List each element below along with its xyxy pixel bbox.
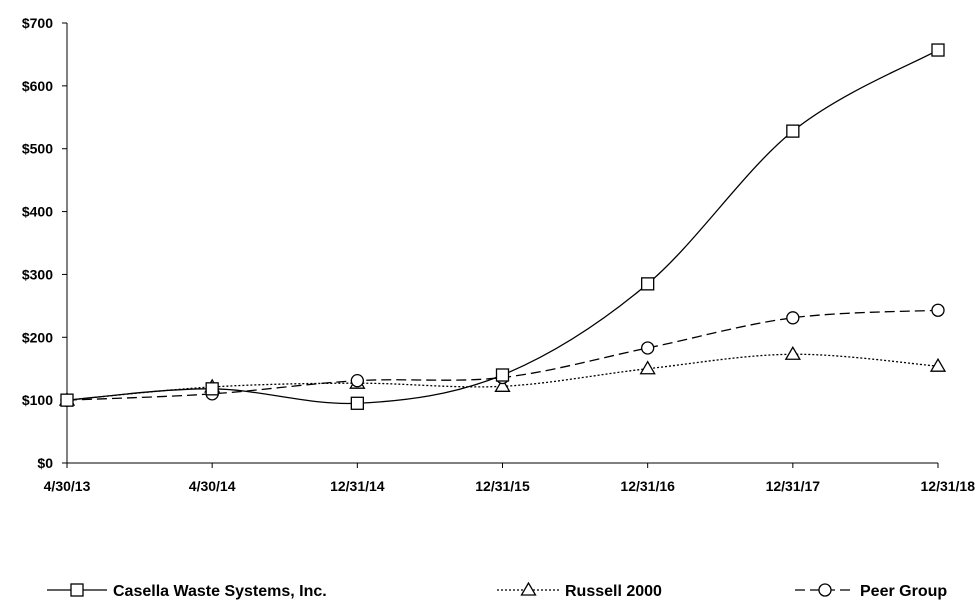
legend-marker-russell-2000 — [520, 581, 537, 596]
data-point-peer-group — [641, 341, 655, 355]
legend-item-casella-waste-systems-inc: Casella Waste Systems, Inc. — [47, 583, 327, 600]
legend-label-casella-waste-systems-inc: Casella Waste Systems, Inc. — [113, 583, 327, 600]
y-tick-label: $700 — [22, 15, 53, 31]
x-tick-label: 12/31/17 — [766, 478, 821, 494]
data-point-casella-waste-systems-inc — [786, 124, 800, 138]
x-tick-label: 4/30/14 — [189, 478, 236, 494]
data-point-peer-group — [931, 303, 945, 317]
x-tick-label: 12/31/18 — [921, 478, 976, 494]
y-tick-label: $500 — [22, 141, 53, 157]
y-tick-label: $0 — [37, 455, 53, 471]
legend-marker-peer-group — [818, 583, 832, 597]
data-point-peer-group — [786, 311, 800, 325]
y-tick-label: $100 — [22, 392, 53, 408]
series-casella-waste-systems-inc — [60, 43, 945, 410]
legend-label-russell-2000: Russell 2000 — [565, 583, 662, 600]
x-tick-label: 4/30/13 — [44, 478, 91, 494]
data-point-casella-waste-systems-inc — [931, 43, 945, 57]
legend-label-peer-group: Peer Group — [860, 583, 947, 600]
legend: Casella Waste Systems, Inc. Russell 2000 P… — [47, 581, 947, 600]
x-tick-label: 12/31/16 — [620, 478, 675, 494]
data-point-casella-waste-systems-inc — [495, 368, 510, 382]
data-point-casella-waste-systems-inc — [205, 382, 219, 396]
data-point-russell-2000 — [784, 345, 801, 360]
data-point-russell-2000 — [929, 357, 947, 372]
legend-marker-casella-waste-systems-inc — [70, 583, 84, 597]
legend-item-peer-group: Peer Group — [795, 583, 947, 600]
data-point-casella-waste-systems-inc — [60, 393, 74, 407]
y-tick-label: $400 — [22, 204, 53, 220]
axes: $0 $100 $200 $300 $400 $500 $600 $700 4/30/13 4/3… — [22, 15, 975, 494]
data-point-russell-2000 — [639, 360, 656, 375]
series-layer — [58, 43, 947, 410]
data-point-casella-waste-systems-inc — [641, 277, 655, 291]
y-tick-label: $200 — [22, 329, 53, 345]
y-tick-label: $600 — [22, 78, 53, 94]
data-point-peer-group — [350, 374, 364, 388]
y-tick-label: $300 — [22, 266, 53, 282]
data-point-casella-waste-systems-inc — [350, 396, 364, 410]
data-point-russell-2000 — [494, 378, 511, 392]
legend-item-russell-2000: Russell 2000 — [497, 581, 662, 600]
series-line-casella-waste-systems-inc — [66, 49, 939, 405]
x-tick-label: 12/31/14 — [330, 478, 385, 494]
x-tick-label: 12/31/15 — [475, 478, 530, 494]
